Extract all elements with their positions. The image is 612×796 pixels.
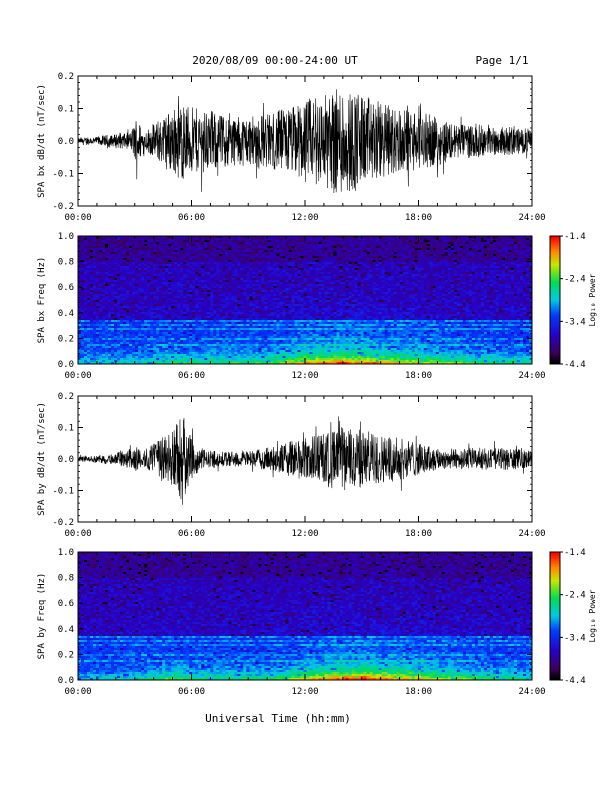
page-indicator: Page 1/1: [476, 54, 529, 67]
colorbar-tick-label: -2.4: [564, 591, 586, 601]
x-tick-label: 18:00: [405, 371, 432, 381]
bx-spectrogram-panel: -1.4 -2.4 -3.4 -4.4 Log₁₀ Power 00:00 06:00 12:…: [37, 232, 597, 381]
y-tick-label: 0.1: [58, 105, 74, 115]
waveform-series-line: [78, 416, 532, 504]
x-tick-label: 24:00: [518, 213, 545, 223]
y-axis-label: SPA by dB/dt (nT/sec): [37, 402, 47, 516]
y-tick-label: 0.0: [58, 360, 74, 370]
y-tick-label: 0.8: [58, 574, 74, 584]
by-spectrogram-panel: -1.4 -2.4 -3.4 -4.4 Log₁₀ Power 00:00 06:00 12:…: [37, 548, 597, 697]
x-tick-label: 18:00: [405, 687, 432, 697]
y-tick-label: 0.8: [58, 258, 74, 268]
waveform-series-line: [78, 89, 532, 193]
x-tick-label: 06:00: [178, 529, 205, 539]
figure-title: 2020/08/09 00:00-24:00 UT: [192, 54, 358, 67]
colorbar-tick-label: -4.4: [564, 360, 586, 370]
y-tick-label: 0.0: [58, 137, 74, 147]
y-axis-label: SPA bx dB/dt (nT/sec): [37, 84, 47, 198]
x-tick-label: 12:00: [291, 213, 318, 223]
colorbar-tick-label: -1.4: [564, 548, 586, 558]
y-tick-label: 0.6: [58, 283, 74, 293]
y-tick-label: -0.1: [52, 170, 74, 180]
x-tick-label: 18:00: [405, 213, 432, 223]
x-tick-label: 00:00: [64, 213, 91, 223]
y-axis-label: SPA by Freq (Hz): [37, 573, 47, 660]
y-tick-label: 0.6: [58, 599, 74, 609]
spectrogram-cells: [78, 236, 532, 364]
y-tick-label: 0.1: [58, 424, 74, 434]
y-tick-label: -0.1: [52, 487, 74, 497]
x-tick-label: 24:00: [518, 529, 545, 539]
colorbar-tick-label: -3.4: [564, 317, 586, 327]
y-tick-label: 1.0: [58, 232, 74, 242]
x-axis-label: Universal Time (hh:mm): [205, 712, 351, 725]
x-tick-label: 24:00: [518, 371, 545, 381]
colorbar-tick-label: -1.4: [564, 232, 586, 242]
bx-waveform-panel: 00:00 06:00 12:00 18:00 24:00 0.2 0.1 0.0 -0.1 -0…: [37, 72, 546, 223]
y-tick-label: 1.0: [58, 548, 74, 558]
y-tick-label: 0.2: [58, 72, 74, 82]
x-tick-label: 24:00: [518, 687, 545, 697]
x-tick-label: 12:00: [291, 529, 318, 539]
x-tick-label: 18:00: [405, 529, 432, 539]
x-tick-label: 06:00: [178, 371, 205, 381]
x-tick-label: 06:00: [178, 687, 205, 697]
y-tick-label: -0.2: [52, 518, 74, 528]
colorbar-tick-label: -4.4: [564, 676, 586, 686]
x-tick-label: 00:00: [64, 687, 91, 697]
colorbar: -1.4 -2.4 -3.4 -4.4 Log₁₀ Power: [550, 548, 597, 686]
x-tick-label: 00:00: [64, 371, 91, 381]
colorbar-label: Log₁₀ Power: [588, 589, 597, 642]
y-tick-label: 0.4: [58, 625, 74, 635]
x-tick-label: 06:00: [178, 213, 205, 223]
colorbar-label: Log₁₀ Power: [588, 273, 597, 326]
y-tick-label: 0.2: [58, 650, 74, 660]
x-tick-label: 00:00: [64, 529, 91, 539]
y-tick-label: -0.2: [52, 202, 74, 212]
colorbar-tick-label: -2.4: [564, 275, 586, 285]
y-tick-label: 0.0: [58, 455, 74, 465]
colorbar: -1.4 -2.4 -3.4 -4.4 Log₁₀ Power: [550, 232, 597, 370]
x-tick-label: 12:00: [291, 371, 318, 381]
by-waveform-panel: 00:00 06:00 12:00 18:00 24:00 0.2 0.1 0.0 -0.1 -0…: [37, 392, 546, 539]
y-tick-label: 0.0: [58, 676, 74, 686]
colorbar-tick-label: -3.4: [564, 633, 586, 643]
y-tick-label: 0.4: [58, 309, 74, 319]
y-tick-label: 0.2: [58, 392, 74, 402]
y-tick-label: 0.2: [58, 334, 74, 344]
y-axis-label: SPA bx Freq (Hz): [37, 257, 47, 344]
x-tick-label: 12:00: [291, 687, 318, 697]
spectrogram-cells: [78, 552, 532, 680]
